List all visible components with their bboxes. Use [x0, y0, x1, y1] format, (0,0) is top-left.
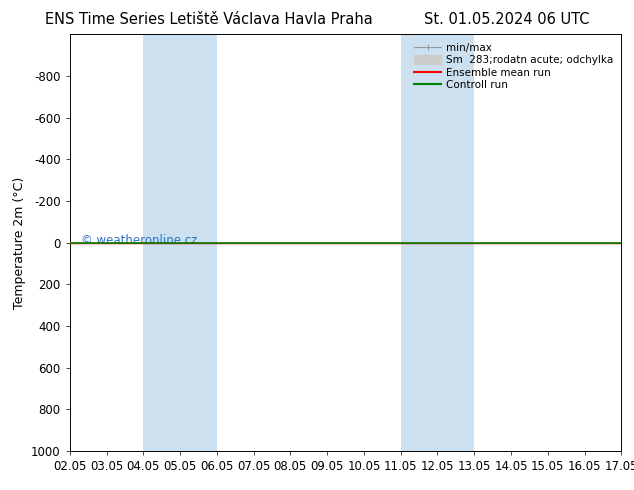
Y-axis label: Temperature 2m (°C): Temperature 2m (°C): [13, 176, 25, 309]
Legend: min/max, Sm  283;rodatn acute; odchylka, Ensemble mean run, Controll run: min/max, Sm 283;rodatn acute; odchylka, …: [411, 40, 616, 94]
Bar: [143, 34, 217, 451]
Bar: [401, 34, 474, 451]
Text: © weatheronline.cz: © weatheronline.cz: [81, 234, 197, 247]
Text: ENS Time Series Letiště Václava Havla Praha: ENS Time Series Letiště Václava Havla Pr…: [46, 12, 373, 27]
Text: St. 01.05.2024 06 UTC: St. 01.05.2024 06 UTC: [424, 12, 590, 27]
